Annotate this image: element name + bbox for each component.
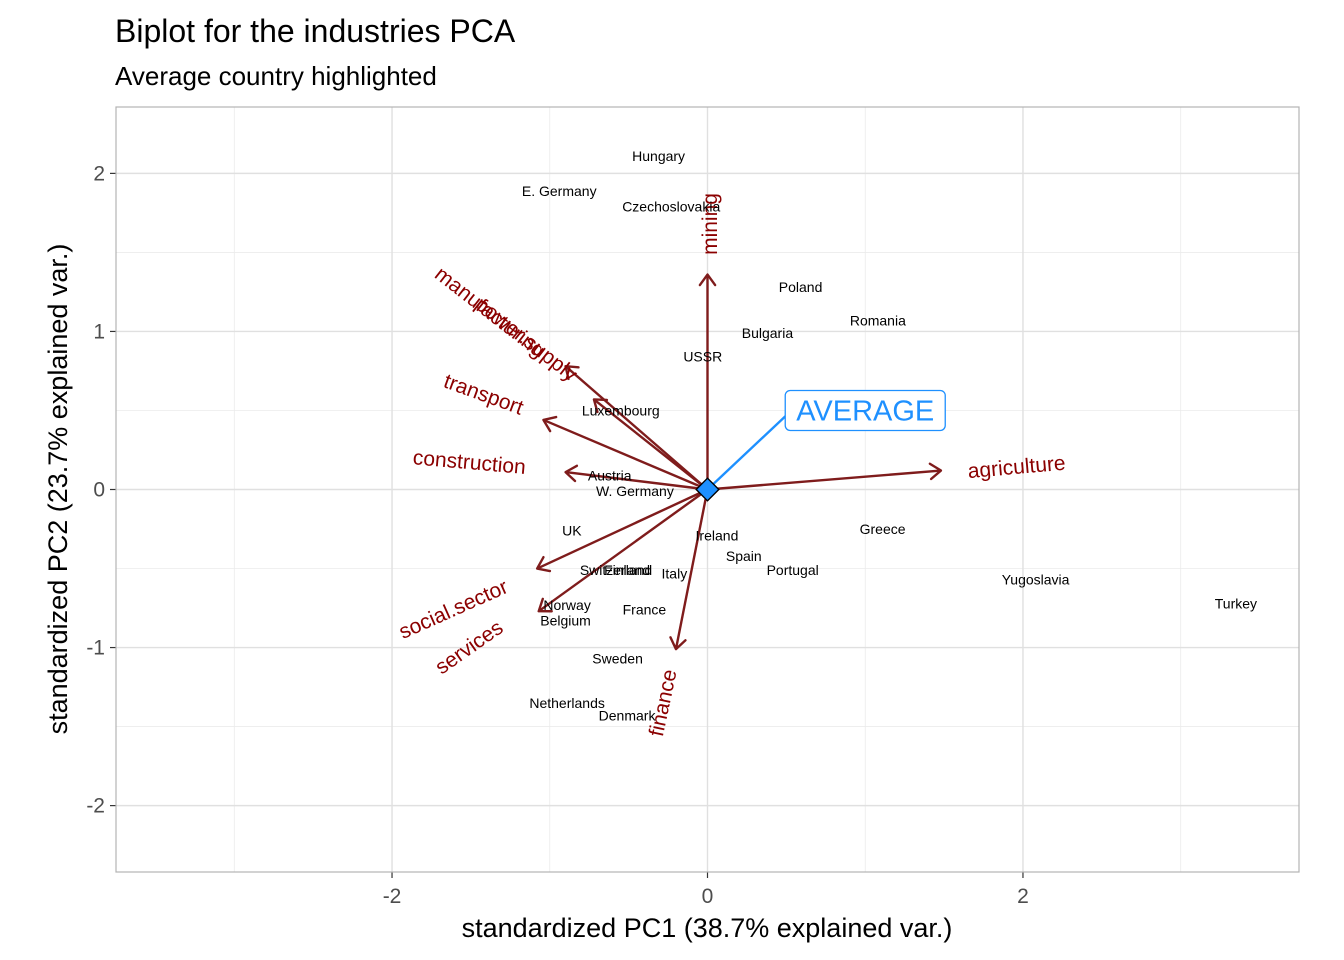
y-axis-label: standardized PC2 (23.7% explained var.) (43, 244, 73, 735)
country-label: W. Germany (596, 483, 674, 499)
highlight-layer: AVERAGE (695, 389, 946, 502)
country-label: Ireland (696, 527, 739, 543)
country-label: USSR (683, 349, 722, 365)
country-labels: Hungary E. Germany Czechoslovakia Poland Rom… (522, 148, 1257, 724)
loading-label-mining: mining (699, 193, 722, 255)
country-label: Norway (543, 597, 590, 613)
x-tick-label: -2 (383, 885, 402, 908)
country-label: Portugal (767, 562, 819, 578)
y-tick-label: -1 (86, 637, 105, 660)
loading-label-finance: finance (645, 667, 682, 738)
country-label: Sweden (592, 651, 643, 667)
x-tick-label: 0 (702, 885, 714, 908)
average-point-marker (695, 477, 720, 502)
country-label: Switzerland (580, 562, 652, 578)
loading-arrow-finance (674, 489, 709, 650)
loading-arrowhead (537, 597, 553, 613)
loading-arrowhead (542, 415, 558, 433)
loading-arrowhead (928, 462, 943, 481)
country-label: Czechoslovakia (622, 199, 720, 215)
loading-arrows: miningmanufacturingpower.supplytransport… (396, 193, 1067, 738)
country-label: Denmark (599, 708, 657, 724)
loading-label-agriculture: agriculture (967, 452, 1067, 483)
country-label: Turkey (1215, 595, 1257, 611)
loading-label-power-supply: power.supply (471, 293, 582, 387)
loading-arrow-transport (542, 418, 708, 491)
country-label: Finland (604, 562, 650, 578)
loading-arrow-services (538, 488, 709, 613)
country-label: Luxembourg (582, 402, 660, 418)
loading-arrow-construction (565, 470, 708, 491)
loading-arrow-manufacturing (564, 365, 709, 491)
country-label: Bulgaria (742, 325, 794, 341)
country-label: Romania (850, 312, 906, 328)
x-tick-label: 2 (1017, 885, 1029, 908)
country-label: Spain (726, 548, 762, 564)
loading-arrowhead (564, 464, 579, 483)
highlight-connector (706, 413, 789, 491)
country-label: E. Germany (522, 183, 597, 199)
country-label: Yugoslavia (1002, 572, 1070, 588)
country-label: Belgium (540, 613, 591, 629)
country-label: Italy (662, 565, 688, 581)
country-label: Hungary (632, 148, 685, 164)
country-label: France (623, 602, 667, 618)
chart-title: Biplot for the industries PCA (115, 13, 516, 49)
country-label: Greece (860, 521, 906, 537)
y-tick-label: 1 (93, 320, 105, 343)
loading-label-construction: construction (412, 446, 527, 479)
country-label: Austria (588, 467, 632, 483)
loading-arrowhead (669, 636, 687, 651)
loading-arrow-power-supply (593, 398, 709, 491)
country-label: Poland (779, 279, 823, 295)
country-label: Netherlands (529, 695, 605, 711)
tick-labels: -2 0 2 -2 -1 0 1 2 (86, 162, 1028, 908)
loading-arrowhead (592, 398, 609, 414)
chart-subtitle: Average country highlighted (115, 61, 437, 91)
loading-arrowhead (535, 555, 552, 573)
loading-label-transport: transport (441, 370, 527, 420)
y-tick-label: 0 (93, 479, 105, 502)
country-label: UK (562, 523, 582, 539)
loading-arrowhead (698, 273, 717, 287)
loading-arrow-social-sector (536, 488, 709, 570)
panel-border (115, 106, 1300, 873)
highlight-label: AVERAGE (796, 395, 934, 427)
highlight-label-box (784, 389, 946, 432)
y-tick-label: 2 (93, 162, 105, 185)
loading-arrow-agriculture (707, 469, 942, 491)
y-tick-label: -2 (86, 795, 105, 818)
loading-arrowhead (564, 365, 580, 381)
x-axis-label: standardized PC1 (38.7% explained var.) (462, 913, 953, 943)
